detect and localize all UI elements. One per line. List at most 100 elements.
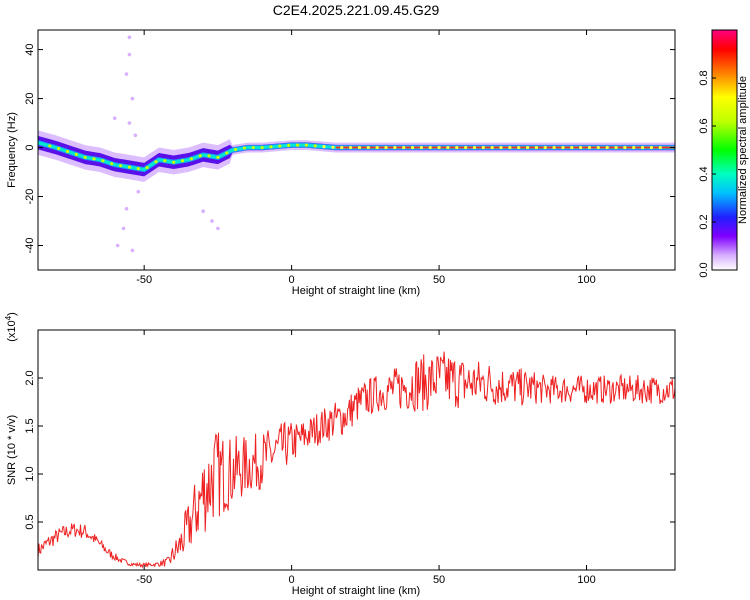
spectrogram-xtick-label-1: 0 [289, 274, 295, 286]
ridge-blob-25 [269, 145, 273, 149]
snr-ylabel: SNR (10 * v/v) [6, 415, 18, 485]
snr-ytick-label-1: 1.0 [24, 466, 36, 481]
snr-axes: -50 0 50 100 0.5 1.0 1.5 2.0 [24, 330, 675, 586]
ridge-blob-22 [242, 146, 247, 150]
ridge-blob-69 [658, 145, 662, 150]
ridge-blob-17 [198, 154, 202, 158]
snr-xtick-label-3: 100 [577, 574, 595, 586]
spectrogram-marks [38, 35, 675, 253]
ridge-blob-43 [428, 145, 432, 150]
ridge-blob-1 [57, 146, 61, 151]
spectrogram-ytick-label-0: -40 [24, 238, 36, 254]
snr-ytick-label-0: 0.5 [24, 514, 36, 529]
colorbar-tick-label-3: 0.6 [698, 118, 710, 133]
ridge-blob-60 [579, 145, 583, 150]
ridge-blob-52 [508, 145, 512, 150]
colorbar-ticks: 0.0 0.2 0.4 0.6 0.8 [698, 70, 716, 278]
spectrogram-xtick-label-2: 50 [433, 274, 445, 286]
ridge-halo [38, 130, 675, 182]
ridge-blob-9 [127, 165, 132, 169]
scatter-point-1 [127, 52, 132, 57]
ridge-blob-16 [189, 157, 193, 161]
spectrogram-frame [37, 29, 676, 271]
colorbar-tick-label-4: 0.8 [698, 70, 710, 85]
spectrogram-ytick-label-3: 20 [24, 92, 36, 104]
ridge-blob-37 [375, 145, 379, 150]
ridge-blob-30 [313, 144, 317, 148]
ridge-blob-20 [225, 151, 229, 155]
ridge-blob-47 [464, 145, 468, 150]
spectrogram-ytick-label-4: 40 [24, 43, 36, 55]
ridge-blob-63 [605, 145, 609, 150]
ridge-blob-27 [287, 143, 291, 147]
scatter-point-12 [216, 226, 220, 231]
snr-xtick-label-1: 0 [289, 574, 295, 586]
scatter-point-14 [136, 189, 141, 194]
ridge-blob-42 [419, 145, 423, 150]
colorbar-tick-label-1: 0.2 [698, 214, 710, 229]
spectrogram-axes: -50 0 50 100 -40 -20 0 20 40 [24, 30, 675, 286]
scatter-point-7 [121, 226, 126, 231]
ridge-blob-3 [74, 152, 78, 157]
ridge-blob-55 [534, 145, 538, 150]
ridge-blob-26 [278, 144, 282, 148]
colorbar-label: Normalized spectral amplitude [737, 76, 749, 224]
ridge-blob-65 [623, 145, 627, 150]
ridge-blob-15 [180, 159, 185, 163]
spectrogram-panel: -50 0 50 100 -40 -20 0 20 40 Height of straight … [6, 29, 676, 297]
snr-marks [38, 351, 675, 569]
snr-ytick-label-3: 2.0 [24, 370, 36, 385]
ridge-blob-44 [437, 145, 441, 150]
ridge-blob-61 [587, 145, 592, 150]
scatter-point-2 [124, 72, 129, 76]
snr-scale-label: (x104) [4, 312, 18, 342]
ridge-blob-62 [596, 145, 600, 150]
ridge-blob-21 [233, 147, 238, 152]
ridge-blob-4 [83, 155, 87, 159]
ridge-blob-40 [402, 145, 406, 150]
scatter-point-4 [127, 121, 132, 125]
spectrogram-ytick-label-2: 0 [24, 144, 36, 150]
scatter-point-0 [127, 35, 132, 40]
snr-xlabel: Height of straight line (km) [292, 585, 420, 597]
snr-series-line [38, 351, 675, 569]
ridge-blob-10 [136, 167, 140, 171]
ridge-blob-24 [260, 145, 264, 150]
ridge-blob-39 [393, 145, 397, 150]
ridge-blob-48 [472, 145, 477, 150]
scatter-point-8 [115, 243, 120, 248]
ridge-blob-7 [110, 162, 114, 166]
ridge-blob-51 [499, 145, 503, 150]
ridge-blob-45 [446, 145, 450, 150]
ridge-blob-35 [357, 145, 362, 150]
ridge-blob-68 [649, 145, 654, 150]
snr-ytick-label-2: 1.5 [24, 418, 36, 433]
ridge-blob-53 [517, 145, 521, 150]
ridge-blob-14 [172, 160, 176, 164]
ridge-blob-11 [145, 166, 149, 170]
snr-frame [37, 329, 676, 571]
scatter-point-9 [130, 248, 135, 253]
ridge-blob-19 [216, 155, 220, 159]
scatter-point-5 [133, 133, 138, 138]
ridge-blob-38 [384, 145, 388, 150]
ridge-blob-41 [410, 145, 415, 150]
ridge-blob-33 [340, 145, 344, 150]
ridge-blob-8 [118, 164, 123, 168]
ridge-blob-32 [331, 145, 335, 149]
ridge-blob-29 [304, 143, 308, 147]
ridge-blob-49 [481, 145, 485, 150]
ridge-blob-67 [640, 145, 645, 150]
scatter-point-10 [201, 209, 205, 214]
spectrogram-ylabel: Frequency (Hz) [6, 112, 18, 188]
scatter-point-3 [130, 96, 135, 101]
ridge-blob-58 [561, 145, 565, 150]
ridge-blob-36 [366, 145, 370, 150]
ridge-blob-34 [349, 145, 353, 150]
ridge-blob-6 [101, 159, 105, 163]
colorbar-gradient [711, 29, 738, 271]
spectrogram-xtick-label-0: -50 [136, 274, 152, 286]
ridge-blob-64 [614, 145, 618, 150]
scatter-point-13 [112, 116, 117, 120]
